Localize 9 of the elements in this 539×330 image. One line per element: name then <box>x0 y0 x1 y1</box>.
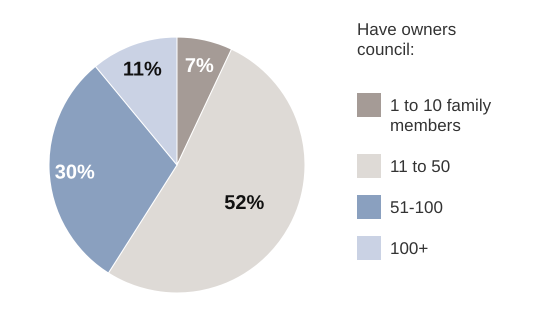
legend-label: 51-100 <box>390 198 443 217</box>
legend-label: 11 to 50 <box>390 157 450 176</box>
data-label: 52% <box>224 192 265 214</box>
legend-title: Have owners council: <box>357 20 456 59</box>
data-label: 30% <box>54 161 96 184</box>
data-label: 7% <box>184 55 214 78</box>
data-label: 11% <box>122 58 162 81</box>
legend-label: 100+ <box>390 239 428 258</box>
legend-label: 1 to 10 family members <box>390 96 492 135</box>
